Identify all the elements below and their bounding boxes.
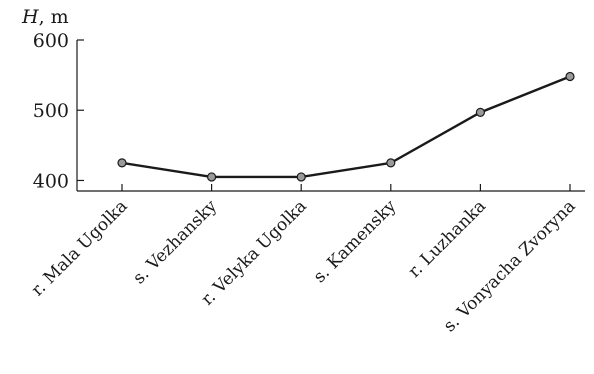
y-tick-label: 500	[33, 100, 69, 122]
x-tick-label: s. Vezhansky	[129, 196, 221, 288]
x-tick-label: s. Kamensky	[310, 196, 401, 287]
series-line	[121, 75, 571, 179]
y-axis-variable: H	[21, 6, 39, 28]
y-tick-label: 400	[33, 170, 69, 192]
data-point	[117, 158, 127, 168]
y-axis-label: H, m	[21, 6, 69, 28]
data-point	[475, 107, 485, 117]
y-tick-label: 600	[33, 30, 69, 52]
data-point	[386, 158, 396, 168]
y-axis-unit: , m	[39, 6, 69, 28]
axis-ticks: 400 500 600	[33, 30, 571, 192]
data-point	[207, 172, 217, 182]
data-point	[296, 172, 306, 182]
data-point	[565, 71, 575, 82]
x-tick-label: r. Mala Ugolka	[28, 196, 132, 300]
data-points	[117, 71, 575, 182]
x-tick-label: r. Luzhanka	[405, 196, 490, 281]
